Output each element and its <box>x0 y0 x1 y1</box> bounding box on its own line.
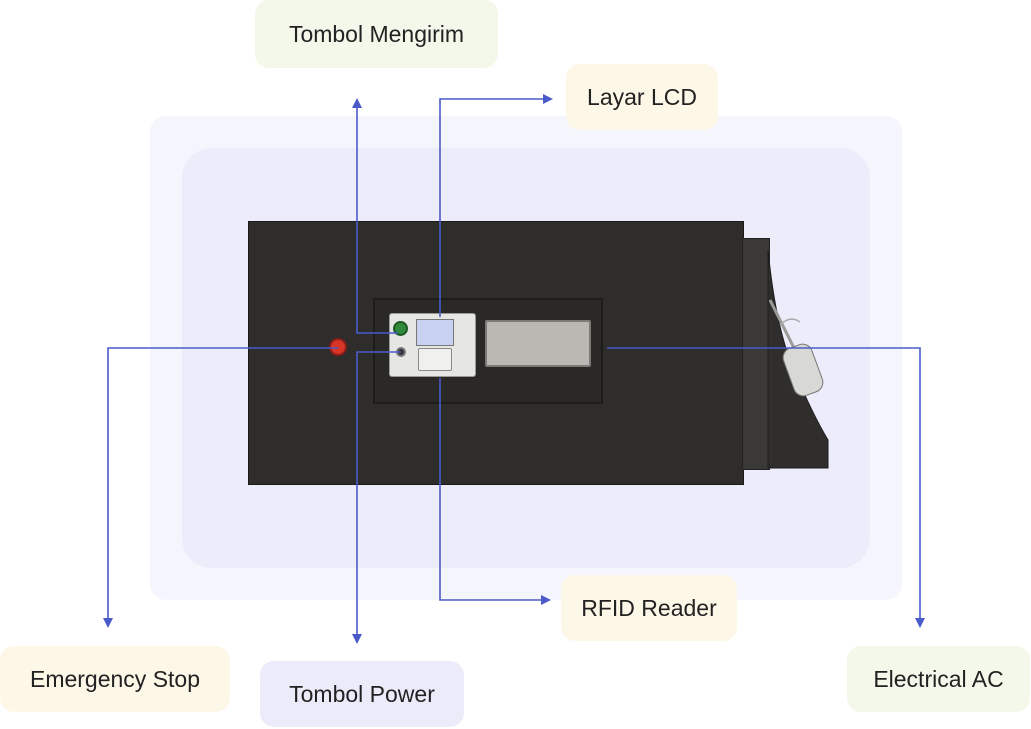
connector-tombol-mengirim <box>352 98 398 334</box>
connector-rfid-reader <box>439 378 551 605</box>
connector-layar-lcd <box>439 94 553 317</box>
label-tombol-power: Tombol Power <box>260 661 464 727</box>
connector-tombol-power <box>352 351 401 644</box>
rfid-reader-module <box>485 320 591 367</box>
label-electrical-ac: Electrical AC <box>847 646 1030 712</box>
rfid-pad <box>418 348 452 371</box>
label-rfid-reader: RFID Reader <box>561 575 737 641</box>
connector-emergency-stop <box>103 347 338 628</box>
connector-electrical-ac <box>607 347 925 628</box>
label-emergency-stop: Emergency Stop <box>0 646 230 712</box>
label-layar-lcd: Layar LCD <box>566 64 718 130</box>
control-panel <box>389 313 476 377</box>
label-tombol-mengirim: Tombol Mengirim <box>255 0 498 68</box>
lcd-screen <box>416 319 454 346</box>
emergency-stop-button-shape <box>329 338 347 356</box>
